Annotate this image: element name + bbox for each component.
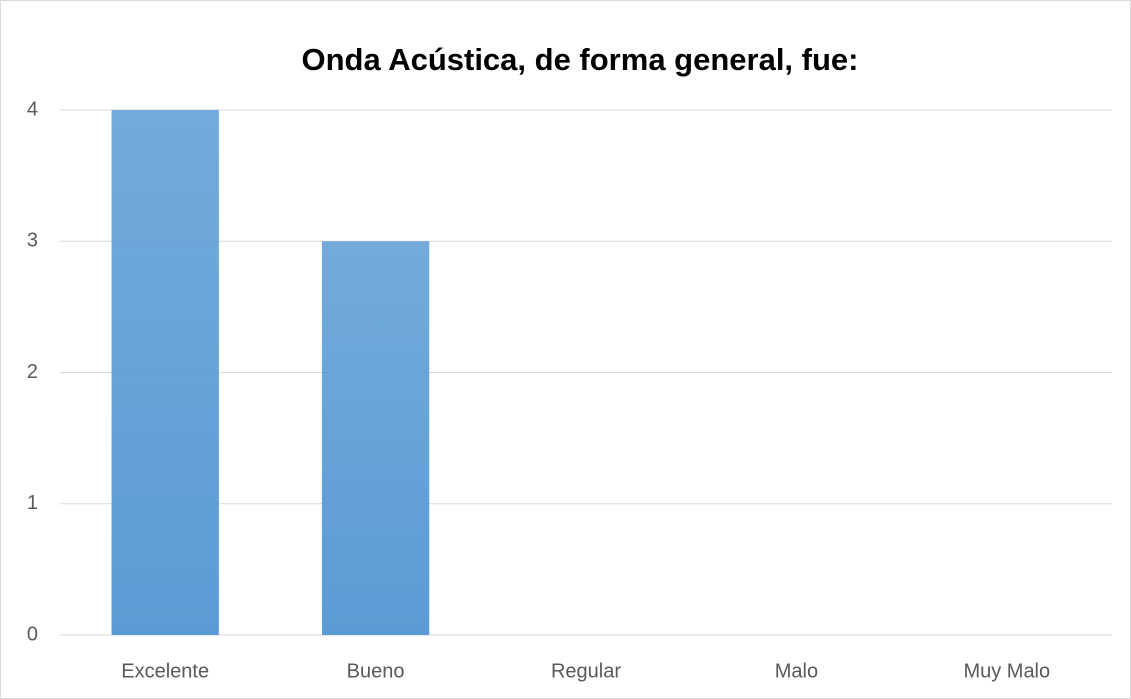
y-tick-label: 1 — [27, 492, 38, 514]
x-tick-label: Regular — [551, 660, 621, 682]
y-tick-label: 3 — [27, 230, 38, 252]
x-tick-label: Bueno — [347, 660, 405, 682]
chart-title: Onda Acústica, de forma general, fue: — [302, 42, 859, 77]
x-tick-label: Muy Malo — [963, 660, 1050, 682]
x-tick-label: Excelente — [121, 660, 209, 682]
y-tick-label: 0 — [27, 623, 38, 645]
x-tick-label: Malo — [775, 660, 818, 682]
bar — [321, 241, 430, 635]
bar — [111, 110, 219, 635]
y-tick-label: 2 — [27, 361, 38, 383]
y-tick-label: 4 — [27, 98, 38, 120]
